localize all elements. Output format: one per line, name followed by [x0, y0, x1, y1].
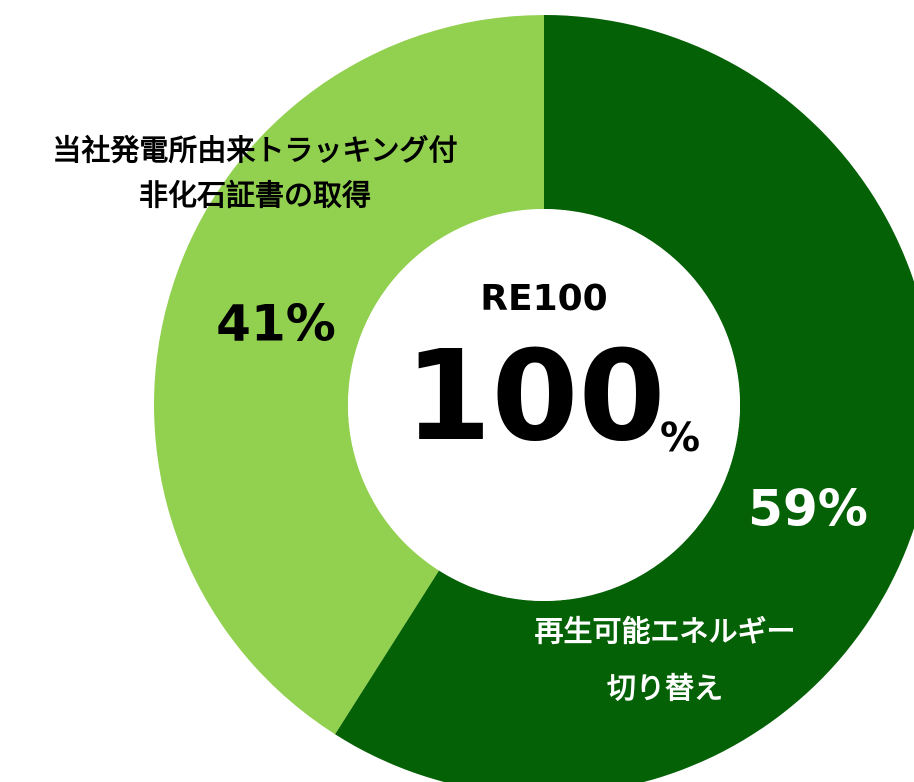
- center-unit: %: [660, 415, 700, 461]
- category-label: 再生可能エネルギー: [534, 614, 795, 648]
- value-label: 59%: [748, 480, 868, 538]
- category-label: 当社発電所由来トラッキング付: [52, 133, 457, 167]
- slice: [153, 15, 544, 735]
- slice: [335, 15, 914, 782]
- center-title: RE100: [480, 278, 607, 319]
- category-label: 切り替え: [607, 671, 723, 705]
- slices: [153, 15, 914, 782]
- value-label: 41%: [216, 295, 336, 353]
- donut-hole: [348, 209, 740, 601]
- center-value: 100: [405, 324, 666, 469]
- category-label: 非化石証書の取得: [139, 178, 371, 212]
